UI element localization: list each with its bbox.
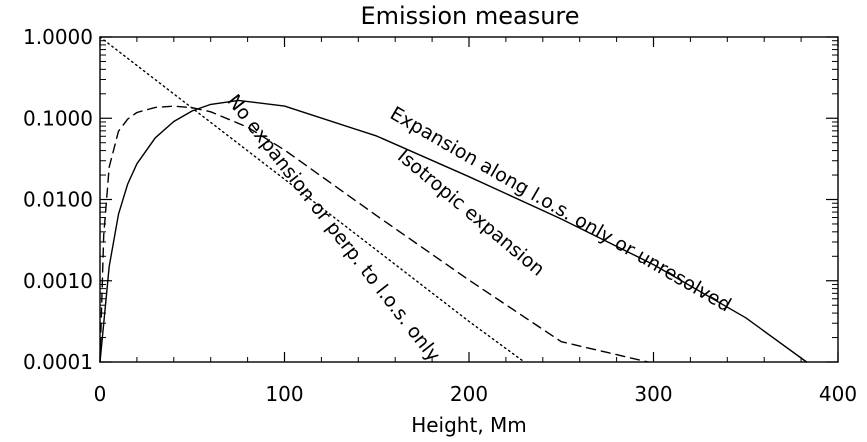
- x-tick-label: 100: [265, 382, 303, 406]
- y-axis: 1.0000 0.1000 0.0100 0.0010 0.0001: [23, 25, 838, 374]
- x-axis: 0 100 200 300 400: [94, 37, 857, 406]
- x-tick-label: 300: [634, 382, 672, 406]
- x-axis-label: Height, Mm: [411, 413, 527, 437]
- x-tick-label: 400: [819, 382, 857, 406]
- chart-title: Emission measure: [360, 2, 579, 30]
- x-tick-label: 200: [450, 382, 488, 406]
- series-solid-line: [99, 99, 808, 363]
- y-tick-label: 0.1000: [23, 106, 93, 130]
- annotation-layer: Expansion along l.o.s. only or unresolve…: [223, 90, 735, 365]
- y-tick-label: 0.0100: [23, 188, 93, 212]
- y-tick-label: 0.0010: [23, 269, 93, 293]
- x-tick-label: 0: [94, 382, 107, 406]
- curve-annotation: Expansion along l.o.s. only or unresolve…: [386, 102, 735, 316]
- y-tick-label: 1.0000: [23, 25, 93, 49]
- series-dashed-line: [99, 105, 649, 363]
- series-dotted-line: [99, 36, 525, 363]
- y-tick-label: 0.0001: [23, 350, 93, 374]
- series-layer: [99, 36, 808, 363]
